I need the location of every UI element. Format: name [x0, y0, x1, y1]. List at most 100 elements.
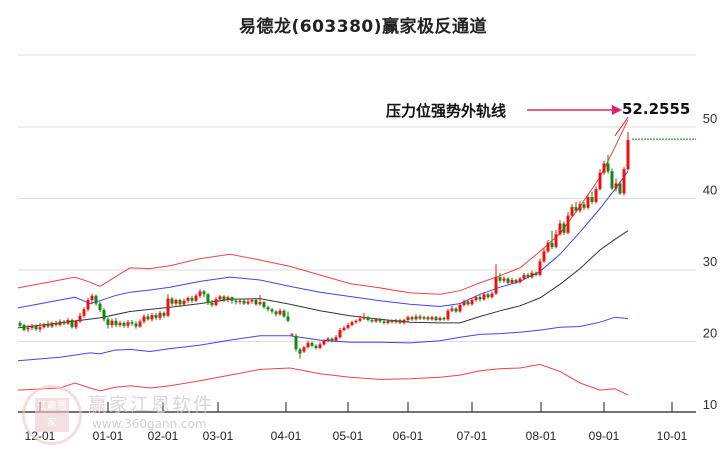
candle-body: [74, 321, 78, 328]
candle-body: [134, 323, 138, 327]
candle-body: [18, 322, 22, 326]
candle-body: [22, 325, 26, 331]
candle-body: [378, 319, 382, 322]
candle-body: [306, 342, 310, 348]
candle-body: [398, 320, 402, 323]
candle-body: [502, 278, 506, 281]
candle-body: [322, 340, 326, 345]
candle-body: [626, 139, 630, 170]
candle-body: [226, 297, 230, 301]
candle-body: [310, 342, 314, 346]
watermark-seal-chars: 江 赢 恩 家: [35, 398, 69, 432]
band-line-outer_lower: [17, 363, 629, 396]
candle-body: [430, 317, 434, 320]
candle-body: [554, 234, 558, 248]
chart-title: 易德龙(603380)赢家极反通道: [238, 17, 487, 37]
candle-body: [210, 302, 214, 306]
candle-body: [346, 325, 350, 328]
candle-body: [522, 275, 526, 279]
candle-body: [370, 320, 374, 322]
candle-body: [166, 298, 170, 316]
candle-body: [282, 310, 286, 317]
band-extension: [614, 116, 629, 137]
x-tick-label: 04-01: [271, 429, 302, 443]
candle-body: [46, 324, 50, 327]
candle-body: [482, 294, 486, 300]
candle-body: [286, 316, 290, 321]
candle-body: [534, 272, 538, 276]
candle-body: [146, 316, 150, 320]
candle-body: [262, 302, 266, 308]
candle-body: [206, 294, 210, 303]
candle-body: [338, 330, 342, 338]
band-line-inner_upper: [17, 171, 629, 309]
candle-body: [290, 334, 294, 336]
annotation-label: 压力位强势外轨线: [386, 102, 507, 120]
candle-body: [618, 183, 622, 194]
candle-body: [126, 322, 130, 326]
candle-body: [194, 295, 198, 301]
candle-body: [394, 320, 398, 323]
x-tick-label: 05-01: [333, 429, 364, 443]
candle-body: [434, 317, 438, 321]
band-line-inner_lower: [17, 316, 629, 362]
candle-body: [90, 295, 94, 301]
candle-body: [154, 315, 158, 318]
candle-body: [622, 169, 626, 194]
candle-body: [42, 324, 46, 328]
candle-body: [118, 322, 122, 326]
candle-body: [614, 183, 618, 189]
candle-body: [446, 310, 450, 320]
candle-body: [30, 325, 34, 328]
candle-body: [158, 312, 162, 318]
candle-body: [530, 272, 534, 278]
candle-body: [66, 320, 70, 324]
candle-body: [514, 280, 518, 283]
candle-body: [254, 300, 258, 305]
candle-body: [354, 320, 358, 323]
candle-body: [54, 322, 58, 326]
candle-body: [150, 315, 154, 320]
watermark-url: www.360gann.com: [92, 417, 207, 431]
candle-body: [358, 318, 362, 321]
y-tick-label: 50: [703, 111, 717, 126]
candle-body: [606, 163, 610, 172]
candle-body: [478, 297, 482, 300]
candle-body: [82, 309, 86, 316]
candle-body: [410, 317, 414, 320]
candle-body: [590, 197, 594, 203]
y-tick-label: 40: [703, 183, 717, 198]
candle-body: [406, 317, 410, 321]
candle-body: [558, 223, 562, 235]
candle-body: [178, 300, 182, 305]
watermark-text: 赢家江恩软件: [88, 394, 215, 416]
x-tick-label: 06-01: [393, 429, 424, 443]
candle-body: [122, 322, 126, 326]
candle-body: [106, 319, 110, 326]
x-tick-label: 08-01: [526, 429, 557, 443]
candle-body: [302, 347, 306, 352]
candle-body: [238, 300, 242, 303]
x-tick-label: 10-01: [657, 429, 688, 443]
candle-body: [250, 300, 254, 302]
candle-body: [186, 297, 190, 301]
candle-body: [362, 317, 366, 319]
candle-body: [142, 316, 146, 322]
candle-body: [38, 327, 42, 330]
candle-body: [86, 300, 90, 310]
candle-body: [330, 338, 334, 341]
candle-body: [182, 300, 186, 305]
candle-body: [234, 300, 238, 303]
candle-body: [270, 309, 274, 312]
candle-body: [242, 300, 246, 304]
candle-body: [258, 302, 262, 305]
candle-body: [610, 171, 614, 189]
candle-body: [570, 207, 574, 216]
candle-body: [170, 298, 174, 304]
arrow-head-icon: [612, 105, 622, 115]
candle-body: [350, 322, 354, 326]
candle-body: [174, 300, 178, 304]
candle-body: [102, 310, 106, 320]
x-tick-label: 09-01: [589, 429, 620, 443]
